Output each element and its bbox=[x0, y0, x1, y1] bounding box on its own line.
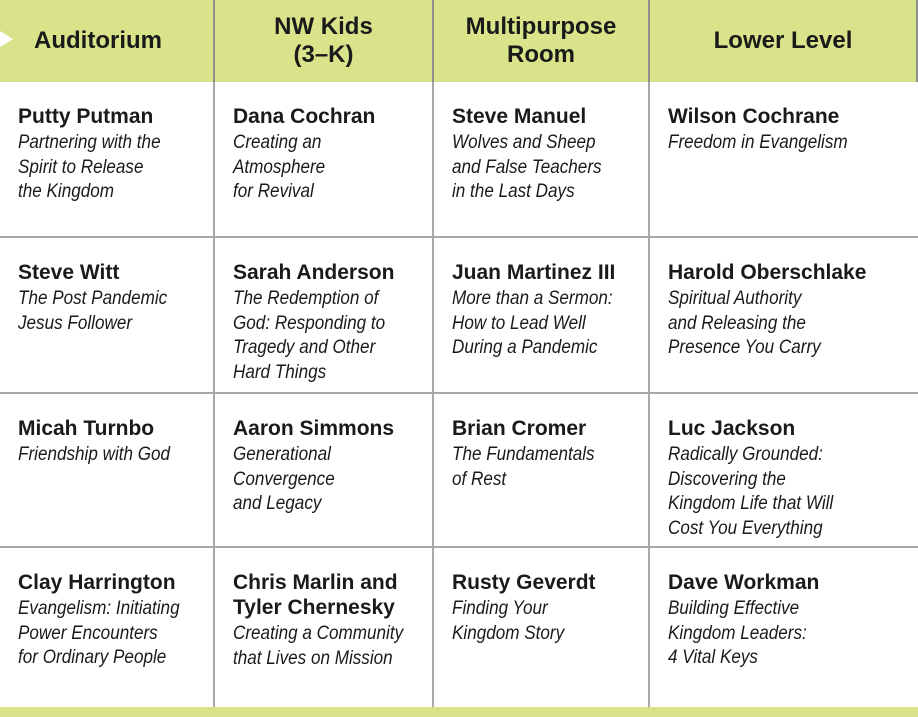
speaker-name: Rusty Geverdt bbox=[452, 571, 596, 594]
session-cell: Chris Marlin and Tyler Chernesky Creatin… bbox=[215, 548, 434, 707]
session-cell: Juan Martinez III More than a Sermon: Ho… bbox=[434, 238, 650, 394]
speaker-name: Harold Oberschlake bbox=[668, 261, 867, 284]
session-cell: Harold Oberschlake Spiritual Authority a… bbox=[650, 238, 918, 394]
talk-title: Creating an Atmosphere for Revival bbox=[233, 132, 326, 202]
session-cell: Rusty Geverdt Finding Your Kingdom Story bbox=[434, 548, 650, 707]
session-cell: Clay Harrington Evangelism: Initiating P… bbox=[0, 548, 215, 707]
header-label: Lower Level bbox=[713, 27, 853, 54]
speaker-name: Clay Harrington bbox=[18, 571, 176, 594]
speaker-name: Micah Turnbo bbox=[18, 417, 155, 440]
speaker-name: Chris Marlin and Tyler Chernesky bbox=[233, 571, 398, 619]
talk-title: Partnering with the Spirit to Release th… bbox=[18, 132, 161, 202]
header-label: Multipurpose Room bbox=[465, 13, 617, 68]
session-cell: Luc Jackson Radically Grounded: Discover… bbox=[650, 394, 918, 548]
speaker-name: Aaron Simmons bbox=[233, 417, 395, 440]
talk-title: The Fundamentals of Rest bbox=[452, 444, 595, 490]
talk-title: Radically Grounded: Discovering the King… bbox=[668, 444, 834, 539]
talk-title: The Redemption of God: Responding to Tra… bbox=[233, 288, 386, 383]
speaker-name: Putty Putman bbox=[18, 105, 154, 128]
talk-title: Generational Convergence and Legacy bbox=[233, 444, 335, 514]
session-cell: Dana Cochran Creating an Atmosphere for … bbox=[215, 82, 434, 238]
session-cell: Steve Witt The Post Pandemic Jesus Follo… bbox=[0, 238, 215, 394]
speaker-name: Wilson Cochrane bbox=[668, 105, 840, 128]
speaker-name: Steve Witt bbox=[18, 261, 120, 284]
session-cell: Aaron Simmons Generational Convergence a… bbox=[215, 394, 434, 548]
speaker-name: Dana Cochran bbox=[233, 105, 376, 128]
speaker-name: Juan Martinez III bbox=[452, 261, 616, 284]
session-cell: Putty Putman Partnering with the Spirit … bbox=[0, 82, 215, 238]
session-cell: Sarah Anderson The Redemption of God: Re… bbox=[215, 238, 434, 394]
talk-title: Freedom in Evangelism bbox=[668, 132, 848, 153]
session-cell: Wilson Cochrane Freedom in Evangelism bbox=[650, 82, 918, 238]
session-cell: Steve Manuel Wolves and Sheep and False … bbox=[434, 82, 650, 238]
talk-title: Wolves and Sheep and False Teachers in t… bbox=[452, 132, 602, 202]
speaker-name: Dave Workman bbox=[668, 571, 820, 594]
arrow-marker-icon bbox=[0, 31, 13, 47]
talk-title: The Post Pandemic Jesus Follower bbox=[18, 288, 168, 334]
footer-bar bbox=[0, 707, 918, 717]
header-auditorium: Auditorium bbox=[0, 0, 215, 82]
header-multipurpose-room: Multipurpose Room bbox=[434, 0, 650, 82]
talk-title: More than a Sermon: How to Lead Well Dur… bbox=[452, 288, 613, 358]
talk-title: Spiritual Authority and Releasing the Pr… bbox=[668, 288, 821, 358]
talk-title: Finding Your Kingdom Story bbox=[452, 598, 565, 644]
speaker-name: Brian Cromer bbox=[452, 417, 587, 440]
speaker-name: Steve Manuel bbox=[452, 105, 587, 128]
speaker-name: Sarah Anderson bbox=[233, 261, 395, 284]
header-lower-level: Lower Level bbox=[650, 0, 918, 82]
session-cell: Dave Workman Building Effective Kingdom … bbox=[650, 548, 918, 707]
talk-title: Creating a Community that Lives on Missi… bbox=[233, 623, 404, 669]
header-label: Auditorium bbox=[34, 27, 162, 54]
header-nw-kids: NW Kids (3–K) bbox=[215, 0, 434, 82]
talk-title: Evangelism: Initiating Power Encounters … bbox=[18, 598, 180, 668]
speaker-name: Luc Jackson bbox=[668, 417, 796, 440]
talk-title: Friendship with God bbox=[18, 444, 171, 465]
header-label: NW Kids (3–K) bbox=[274, 13, 373, 68]
session-cell: Brian Cromer The Fundamentals of Rest bbox=[434, 394, 650, 548]
talk-title: Building Effective Kingdom Leaders: 4 Vi… bbox=[668, 598, 807, 668]
session-cell: Micah Turnbo Friendship with God bbox=[0, 394, 215, 548]
